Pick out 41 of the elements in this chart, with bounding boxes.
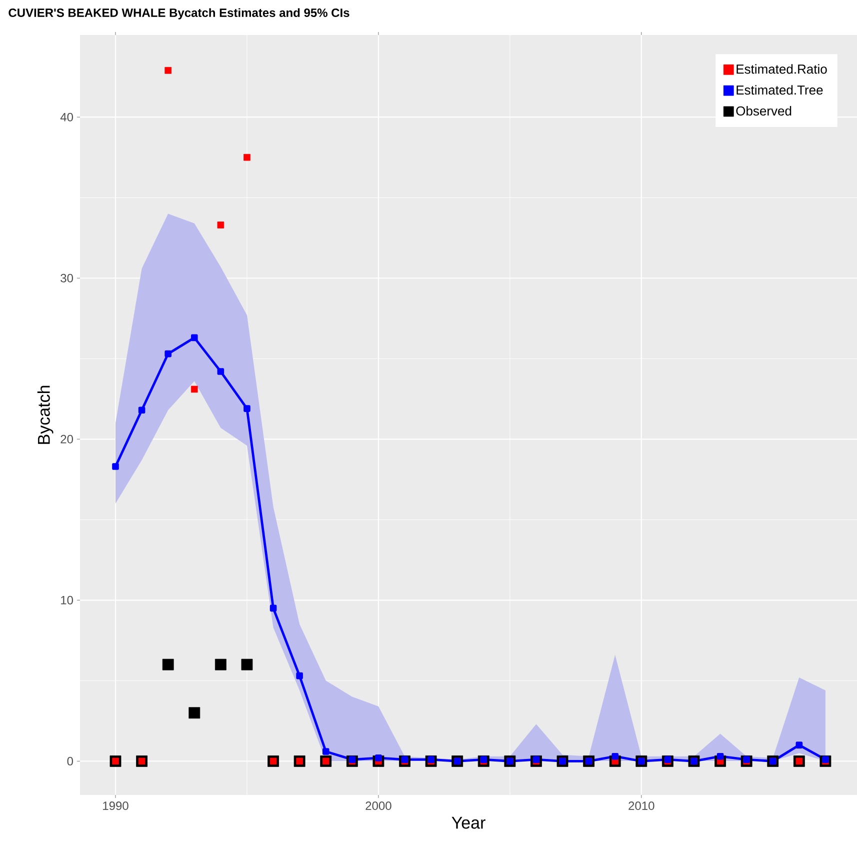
point bbox=[214, 658, 226, 670]
point bbox=[188, 707, 200, 719]
point bbox=[112, 463, 119, 470]
point bbox=[244, 405, 250, 412]
y-tick-label: 40 bbox=[60, 112, 74, 122]
point bbox=[138, 406, 146, 414]
y-axis-title: Bycatch bbox=[37, 386, 54, 444]
legend-label: Observed bbox=[736, 106, 792, 116]
point bbox=[164, 350, 172, 358]
x-tick-label: 1990 bbox=[103, 802, 128, 810]
chart-title: CUVIER'S BEAKED WHALE Bycatch Estimates and 95% CIs bbox=[8, 8, 350, 20]
point bbox=[796, 758, 803, 765]
point bbox=[164, 67, 172, 74]
point bbox=[138, 758, 146, 765]
point bbox=[244, 154, 250, 161]
point bbox=[162, 658, 174, 670]
point bbox=[375, 754, 382, 762]
point bbox=[612, 752, 618, 760]
legend-label: Estimated.Ratio bbox=[736, 64, 827, 74]
point bbox=[190, 386, 198, 393]
y-tick-label: 30 bbox=[60, 274, 74, 282]
point bbox=[322, 748, 330, 755]
y-tick-label: 0 bbox=[67, 756, 74, 766]
legend-label: Estimated.Tree bbox=[736, 85, 823, 95]
point bbox=[270, 604, 277, 612]
point bbox=[241, 658, 253, 670]
point bbox=[296, 672, 303, 680]
y-tick-label: 10 bbox=[61, 596, 74, 604]
y-tick-label: 20 bbox=[60, 434, 74, 444]
point bbox=[217, 368, 224, 375]
point bbox=[190, 334, 198, 342]
point bbox=[296, 758, 303, 765]
x-tick-label: 2000 bbox=[366, 802, 392, 810]
x-axis-title: Year bbox=[452, 816, 486, 829]
point bbox=[716, 752, 724, 760]
point bbox=[322, 758, 330, 765]
point bbox=[796, 742, 803, 748]
point bbox=[270, 758, 277, 765]
point bbox=[217, 222, 224, 228]
x-tick-label: 2010 bbox=[628, 802, 654, 810]
point bbox=[112, 758, 119, 765]
